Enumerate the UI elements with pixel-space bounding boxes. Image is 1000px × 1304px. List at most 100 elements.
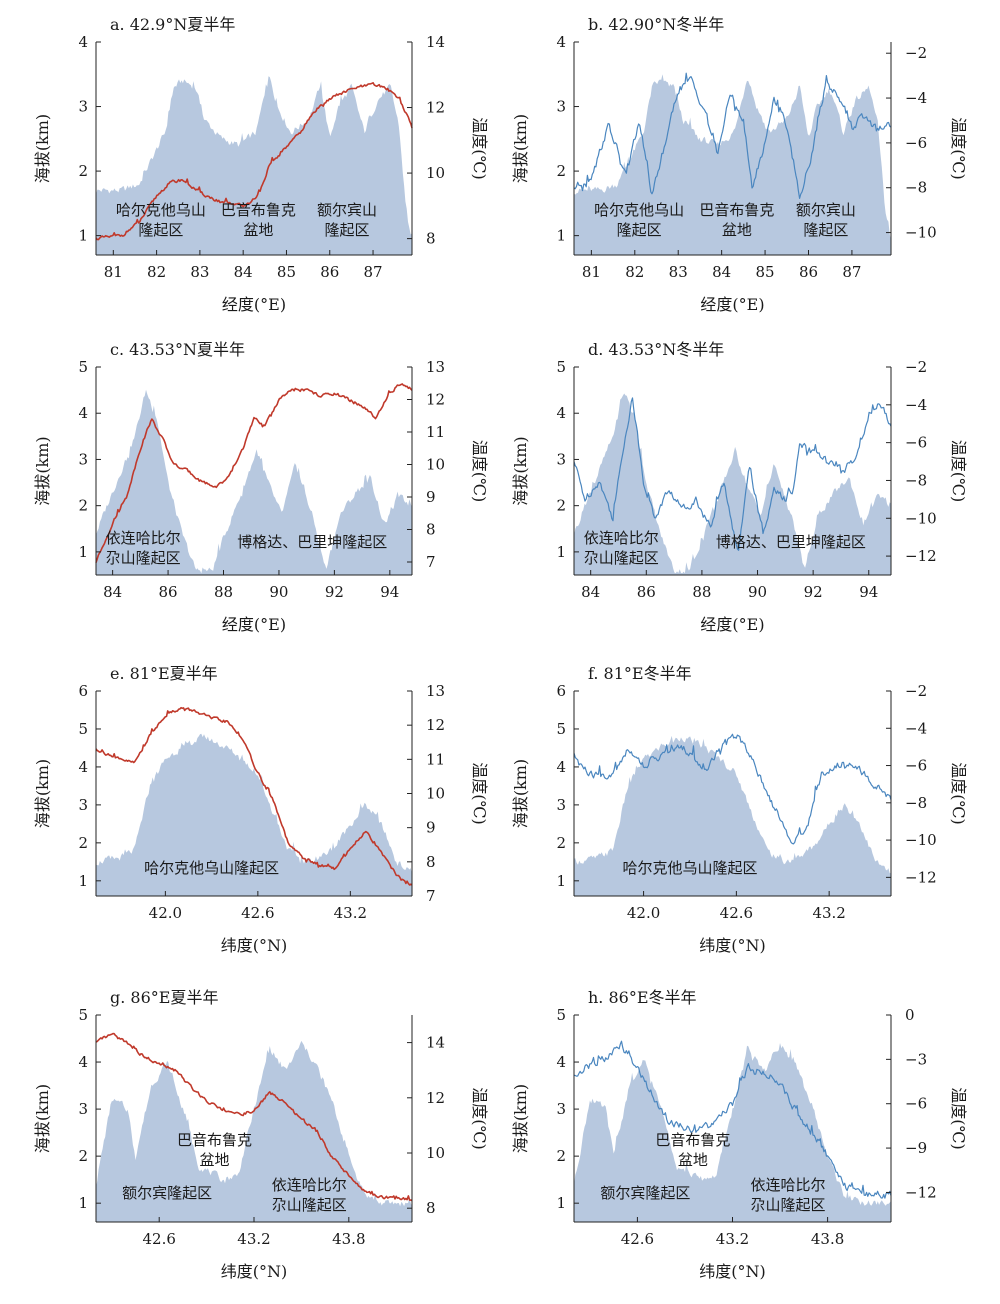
left-tick-label: 1 [78,227,88,245]
panel-title: f. 81°E冬半年 [588,664,692,683]
y2-axis-label: 温度(℃) [949,762,968,824]
y-axis-label: 海拔(km) [33,1084,52,1153]
left-tick-label: 3 [556,98,566,116]
left-tick-label: 4 [78,33,88,51]
region-label: 额尔宾山 [317,201,377,219]
right-tick-label: 10 [426,785,445,803]
region-label: 依连哈比尔 [106,529,181,547]
left-tick-label: 1 [78,1194,88,1212]
left-tick-label: 2 [78,834,88,852]
x-tick-label: 94 [859,583,878,601]
region-label: 博格达、巴里坤隆起区 [716,533,866,551]
region-label: 额尔宾山 [796,201,856,219]
region-label: 隆起区 [803,221,848,239]
right-tick-label: −6 [905,1095,927,1113]
panel-title: g. 86°E夏半年 [110,988,218,1007]
panel-title: h. 86°E冬半年 [588,988,697,1007]
x-tick-label: 43.8 [811,1230,844,1248]
y-axis-label: 海拔(km) [33,114,52,183]
left-tick-label: 2 [78,162,88,180]
panel-b: 1 2 3 4 −2 −4 −6 −8 −10 81 82 83 84 85 86 87 b. 42.90°N冬… [511,15,968,314]
right-tick-label: 7 [426,553,436,571]
right-tick-label: 11 [426,423,445,441]
left-tick-label: 2 [78,497,88,515]
right-tick-label: −2 [905,682,927,700]
right-tick-label: −9 [905,1139,927,1157]
left-tick-label: 3 [78,1100,88,1118]
region-label: 巴音布鲁克 [655,1131,730,1149]
temperature-line [95,383,413,563]
right-tick-label: 10 [426,164,445,182]
elevation-area [574,393,891,575]
x-tick-label: 43.8 [332,1230,365,1248]
region-label: 隆起区 [138,221,183,239]
temperature-line [95,82,413,241]
x-tick-label: 43.2 [812,904,845,922]
left-tick-label: 5 [78,720,88,738]
right-tick-label: 12 [426,391,445,409]
y-axis-label: 海拔(km) [511,1084,530,1153]
left-tick-label: 6 [556,682,566,700]
left-tick-label: 2 [556,162,566,180]
panel-title: b. 42.90°N冬半年 [588,15,724,34]
left-tick-label: 2 [556,497,566,515]
left-tick-label: 1 [556,227,566,245]
panel-title: e. 81°E夏半年 [110,664,218,683]
y-axis-label: 海拔(km) [511,436,530,505]
right-tick-label: −10 [905,831,937,849]
right-tick-label: 10 [426,1144,445,1162]
left-tick-label: 3 [78,796,88,814]
right-tick-label: 14 [426,1034,445,1052]
region-label: 哈尔克他乌山隆起区 [622,859,757,877]
region-label: 哈尔克他乌山 [116,201,206,219]
region-label: 盆地 [722,221,752,239]
right-tick-label: 8 [426,230,436,248]
x-tick-label: 42.0 [627,904,660,922]
x-tick-label: 84 [712,263,731,281]
right-tick-label: −4 [905,719,927,737]
x-tick-label: 42.6 [241,904,274,922]
x-tick-label: 87 [363,263,382,281]
left-tick-label: 4 [556,33,566,51]
left-tick-label: 2 [78,1147,88,1165]
region-label: 尕山隆起区 [584,549,659,567]
left-tick-label: 5 [556,720,566,738]
left-tick-label: 4 [78,404,88,422]
x-axis-label: 经度(°E) [700,295,764,314]
right-tick-label: 12 [426,99,445,117]
x-axis-label: 纬度(°N) [221,1262,288,1281]
left-tick-label: 1 [556,1194,566,1212]
panel-title: c. 43.53°N夏半年 [110,340,245,359]
temperature-line [573,1040,892,1199]
x-tick-label: 90 [269,583,288,601]
temperature-line [95,706,413,886]
right-tick-label: −6 [905,134,927,152]
right-tick-label: 12 [426,1089,445,1107]
region-label: 哈尔克他乌山 [594,201,684,219]
left-tick-label: 1 [556,872,566,890]
panel-f: 1 2 3 4 5 6 −2 −4 −6 −8 −10 −12 42.0 42.6 43.2 f. 81°E冬… [511,664,968,955]
left-tick-label: 3 [556,796,566,814]
left-tick-label: 2 [556,1147,566,1165]
left-tick-label: 4 [556,1053,566,1071]
x-tick-label: 43.2 [334,904,367,922]
y-axis-label: 海拔(km) [33,436,52,505]
region-label: 巴音布鲁克 [177,1131,252,1149]
region-label: 依连哈比尔 [584,529,659,547]
elevation-area [574,74,891,255]
left-tick-label: 5 [78,1006,88,1024]
left-tick-label: 5 [556,1006,566,1024]
x-tick-label: 84 [581,583,600,601]
x-tick-label: 81 [582,263,601,281]
x-tick-label: 86 [799,263,818,281]
right-tick-label: 9 [426,488,436,506]
left-tick-label: 3 [556,1100,566,1118]
region-label: 尕山隆起区 [272,1196,347,1214]
x-tick-label: 84 [234,263,253,281]
region-label: 巴音布鲁克 [221,201,296,219]
x-tick-label: 83 [190,263,209,281]
temperature-line [573,733,892,845]
x-tick-label: 42.6 [621,1230,654,1248]
